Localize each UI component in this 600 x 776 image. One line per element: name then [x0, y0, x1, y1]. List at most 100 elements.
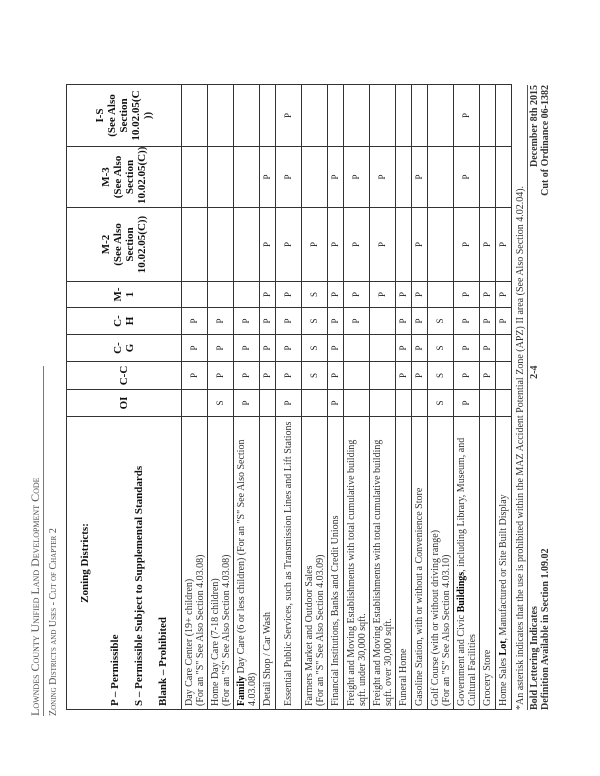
permission-cell: [479, 389, 496, 417]
permission-cell: [495, 361, 512, 390]
permission-cell: P: [181, 307, 208, 335]
permission-cell: S: [301, 361, 328, 390]
permission-cell: [395, 389, 412, 417]
permission-cell: [259, 389, 276, 417]
use-cell: Farmers Market and Outdoor Sales (For an…: [301, 416, 328, 710]
permission-cell: [427, 84, 454, 147]
permission-cell: S: [427, 307, 454, 335]
use-cell: Day Care Center (19+ children) (For an "…: [181, 416, 208, 710]
permission-cell: [207, 146, 234, 208]
permission-cell: P: [327, 281, 344, 308]
table-row: Government and Civic Buildings, includin…: [453, 84, 480, 710]
permission-cell: [369, 334, 396, 362]
use-cell: Golf Course (with or without driving ran…: [427, 416, 454, 710]
column-header: M-1: [66, 281, 182, 308]
permission-cell: P: [495, 281, 512, 308]
permission-cell: P: [453, 146, 480, 208]
permission-cell: [395, 207, 412, 282]
permission-cell: [479, 84, 496, 147]
permission-cell: [369, 389, 396, 417]
permission-cell: P: [479, 361, 496, 390]
revision-date: December 8th 2015: [529, 85, 540, 168]
table-row: Freight and Moving Establishments with t…: [369, 84, 396, 710]
use-text: Financial Institutions, Banks and Credit…: [330, 515, 341, 706]
permission-cell: [181, 281, 208, 308]
table-row: Gasoline Station, with or without a Conv…: [411, 84, 428, 710]
permission-cell: P: [453, 281, 480, 308]
permission-cell: P: [327, 307, 344, 335]
permission-cell: P: [479, 281, 496, 308]
permission-cell: [343, 389, 370, 417]
use-cell: Family Day Care (6 or less children) (Fo…: [233, 416, 260, 710]
column-header: C-G: [66, 334, 182, 362]
permission-cell: [181, 146, 208, 208]
permission-cell: [181, 389, 208, 417]
permission-cell: P: [411, 207, 428, 282]
ordinance-note: Cut of Ordinance 06-1382: [540, 85, 551, 196]
table-row: Farmers Market and Outdoor Sales (For an…: [301, 84, 328, 710]
permission-cell: P: [479, 307, 496, 335]
use-text: Gasoline Station, with or without a Conv…: [414, 487, 425, 706]
use-cell: Home Day Care (7-18 children) (For an "S…: [207, 416, 234, 710]
permission-cell: P: [327, 207, 344, 282]
use-cell: Freight and Moving Establishments with t…: [343, 416, 370, 710]
permission-cell: [495, 389, 512, 417]
permission-cell: [369, 361, 396, 390]
permission-cell: P: [479, 334, 496, 362]
use-cell: Detail Shop / Car Wash: [259, 416, 276, 710]
permission-cell: [343, 334, 370, 362]
permission-cell: P: [395, 281, 412, 308]
permission-cell: P: [495, 307, 512, 335]
permission-cell: [411, 84, 428, 147]
column-header: M-2 (See Also Section 10.02.05(C)): [66, 207, 182, 282]
permission-cell: [427, 146, 454, 208]
page-content: Zoning Districts: P – Permissible S – Pe…: [66, 84, 551, 711]
table-row: Essential Public Services, such as Trans…: [275, 84, 302, 710]
use-text-bold: Family: [235, 676, 247, 706]
permission-cell: S: [301, 334, 328, 362]
permission-cell: P: [411, 334, 428, 362]
column-header: C-H: [66, 307, 182, 335]
code-title: Lowndes County Unified Land Development …: [28, 366, 44, 716]
permission-cell: S: [207, 389, 234, 417]
permission-cell: P: [207, 361, 234, 390]
permission-cell: [427, 207, 454, 282]
permission-cell: [233, 146, 260, 208]
permission-cell: P: [343, 307, 370, 335]
permission-cell: P: [327, 334, 344, 362]
use-text: Government and Civic: [455, 612, 467, 706]
table-row: Home Sales Lot, Manufactured or Site Bui…: [495, 84, 512, 710]
permission-cell: P: [453, 207, 480, 282]
permission-cell: P: [343, 207, 370, 282]
use-cell: Government and Civic Buildings, includin…: [453, 416, 480, 710]
permission-cell: P: [233, 361, 260, 390]
footer-left: Bold Lettering Indicates Definition Avai…: [529, 549, 551, 711]
permission-cell: P: [411, 281, 428, 308]
permission-cell: [495, 84, 512, 147]
use-cell: Grocery Store: [479, 416, 496, 710]
bold-note: Bold Lettering Indicates: [529, 606, 540, 710]
table-row: Financial Institutions, Banks and Credit…: [327, 84, 344, 710]
permission-cell: P: [259, 307, 276, 335]
permission-cell: [479, 146, 496, 208]
use-text: Golf Course (with or without driving ran…: [429, 529, 452, 706]
permission-cell: P: [259, 361, 276, 390]
zoning-use-table: Zoning Districts: P – Permissible S – Pe…: [66, 84, 512, 710]
permission-cell: [369, 84, 396, 147]
use-text-bold: Lot: [498, 640, 509, 656]
permission-cell: P: [369, 146, 396, 208]
permission-cell: [301, 146, 328, 208]
table-row: Day Care Center (19+ children) (For an "…: [181, 84, 208, 710]
permission-cell: [207, 281, 234, 308]
definition-note: Definition Available in Section 1.09.02: [540, 548, 551, 711]
permission-cell: P: [275, 281, 302, 308]
permission-cell: [411, 389, 428, 417]
use-text: Detail Shop / Car Wash: [262, 612, 273, 706]
permission-cell: [343, 361, 370, 390]
permission-cell: P: [259, 146, 276, 208]
permission-cell: [207, 84, 234, 147]
permission-cell: P: [207, 334, 234, 362]
use-text: Funeral Home: [398, 648, 409, 707]
use-text: Freight and Moving Establishments with t…: [345, 439, 368, 706]
